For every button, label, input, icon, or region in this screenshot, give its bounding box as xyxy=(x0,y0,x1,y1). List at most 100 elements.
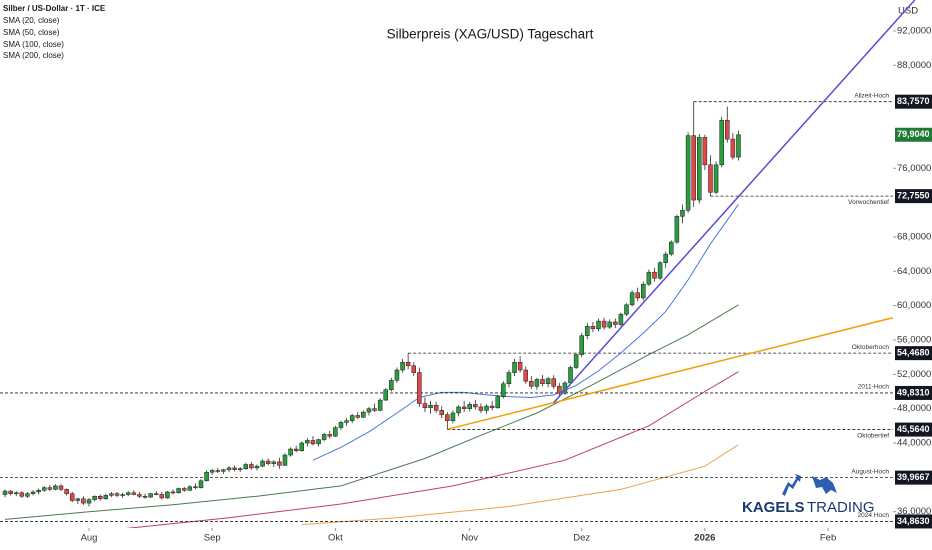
level-name: Vorwochentief xyxy=(848,199,889,206)
sma-line xyxy=(125,371,739,528)
candle-body xyxy=(439,410,444,415)
candle-body xyxy=(310,440,316,445)
price-label: 49,8310 xyxy=(897,387,930,397)
legend-entry: SMA (50, close) xyxy=(3,28,60,37)
bull-icon xyxy=(782,474,801,496)
y-tick-label: 56,0000 xyxy=(897,334,931,345)
legend-entry: SMA (100, close) xyxy=(3,40,64,49)
x-tick-label: Aug xyxy=(81,533,98,544)
price-label: 39,9667 xyxy=(897,472,930,482)
candle-body xyxy=(265,460,271,464)
candle-body xyxy=(545,378,551,385)
candle-body xyxy=(590,325,596,330)
candle-body xyxy=(400,362,405,371)
candle-body xyxy=(725,119,730,140)
level-name: Allzeit-Hoch xyxy=(854,92,889,99)
candle-body xyxy=(646,271,652,285)
price-label-box xyxy=(895,346,932,361)
x-tick-label: Okt xyxy=(328,533,343,544)
candle-body xyxy=(669,241,674,255)
candle-body xyxy=(120,494,125,496)
candle-body xyxy=(383,389,389,401)
level-name: 2011-Hoch xyxy=(858,384,890,391)
sma-line xyxy=(301,444,739,526)
candle-body xyxy=(411,365,416,373)
level-name: August-Hoch xyxy=(851,468,889,475)
candle-body xyxy=(433,404,439,411)
candle-body xyxy=(355,415,361,418)
candle-body xyxy=(573,354,579,368)
logo-text: TRADING xyxy=(807,499,875,516)
candle-body xyxy=(534,379,540,387)
x-tick-label: Dez xyxy=(573,533,590,544)
candle-body xyxy=(674,216,680,243)
candle-body xyxy=(288,448,293,456)
sma-line xyxy=(4,304,739,520)
candle-body xyxy=(299,442,305,451)
candle-body xyxy=(249,464,254,469)
candle-body xyxy=(691,135,696,201)
plot-area xyxy=(0,101,893,528)
candle-body xyxy=(596,320,601,330)
price-label-box xyxy=(895,94,932,109)
candle-body xyxy=(53,485,58,490)
candle-body xyxy=(713,164,719,193)
candle-body xyxy=(652,271,657,279)
y-tick-label: 92,0000 xyxy=(897,25,931,36)
candle-body xyxy=(417,372,422,404)
candle-body xyxy=(327,434,333,437)
price-label-box xyxy=(895,385,932,400)
y-tick-label: 88,0000 xyxy=(897,60,931,71)
candle-body xyxy=(613,321,618,325)
price-label-box xyxy=(895,189,932,204)
candle-body xyxy=(109,493,114,496)
candle-body xyxy=(467,404,472,409)
candle-body xyxy=(153,493,159,495)
candle-body xyxy=(629,292,635,306)
candle-body xyxy=(193,486,198,489)
candle-body xyxy=(394,369,400,381)
candle-body xyxy=(277,461,282,466)
candle-body xyxy=(585,325,590,336)
price-label-box xyxy=(895,514,932,529)
candle-body xyxy=(517,362,523,371)
candle-body xyxy=(506,372,512,385)
candle-body xyxy=(215,470,221,472)
candle-body xyxy=(512,362,517,373)
sma-line xyxy=(312,204,739,461)
candle-body xyxy=(97,495,103,500)
candle-body xyxy=(730,138,736,158)
candle-body xyxy=(372,408,377,411)
y-tick-label: 36,0000 xyxy=(897,506,931,517)
candle-body xyxy=(260,460,265,467)
price-label: 72,7550 xyxy=(897,191,930,201)
candle-body xyxy=(58,485,64,490)
candle-body xyxy=(349,415,355,421)
candle-body xyxy=(64,489,69,494)
candle-body xyxy=(333,427,338,437)
candle-body xyxy=(338,422,344,428)
price-label-box xyxy=(895,422,932,437)
candle-body xyxy=(461,406,467,409)
y-tick-label: 52,0000 xyxy=(897,369,931,380)
y-tick-label: 44,0000 xyxy=(897,438,931,449)
trend-line xyxy=(553,0,916,404)
candle-body xyxy=(176,488,181,494)
candle-body xyxy=(635,292,640,299)
candle-body xyxy=(13,492,19,495)
candle-body xyxy=(601,320,607,328)
logo-text: KAGELS xyxy=(742,499,805,516)
legend-entry: SMA (20, close) xyxy=(3,16,60,25)
candle-body xyxy=(641,283,646,299)
candle-body xyxy=(377,399,383,411)
candle-body xyxy=(702,137,708,166)
candle-body xyxy=(321,434,327,440)
candle-body xyxy=(344,420,349,423)
candle-body xyxy=(624,304,629,315)
candle-body xyxy=(685,135,691,211)
candle-body xyxy=(389,380,394,391)
candle-body xyxy=(165,491,170,499)
candle-body xyxy=(501,383,506,397)
candle-body xyxy=(529,380,534,387)
